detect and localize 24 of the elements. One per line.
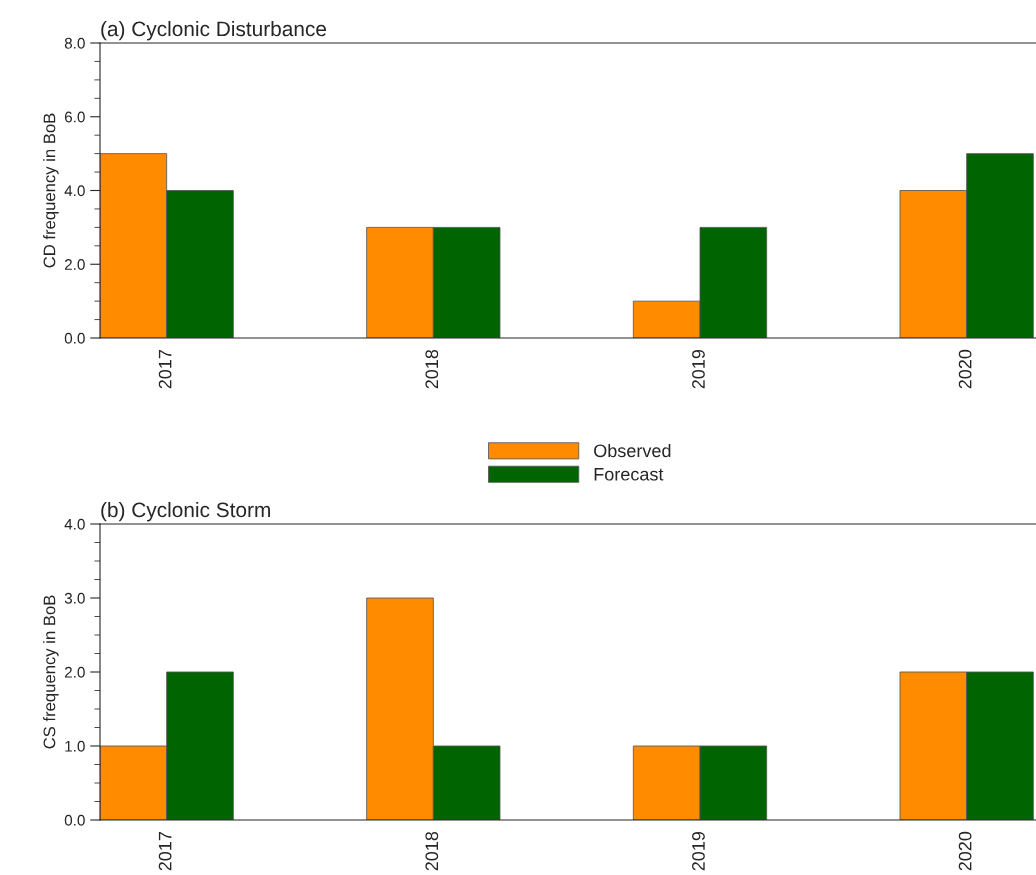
y-tick-label: 0.0 xyxy=(64,814,85,826)
chart-title: (a) Cyclonic Disturbance xyxy=(101,20,326,41)
x-tick-label: 2020 xyxy=(958,831,972,871)
x-tick-label: 2019 xyxy=(692,349,705,389)
x-tick-label: 2017 xyxy=(158,832,172,871)
legend-label: Forecast xyxy=(594,468,664,481)
x-tick-label: 2020 xyxy=(958,349,972,389)
legend-label: Observed xyxy=(594,443,671,458)
y-tick-label: 4.0 xyxy=(64,185,85,197)
x-tick-label: 2019 xyxy=(692,831,705,871)
y-tick-label: 8.0 xyxy=(64,37,85,49)
y-axis-title: CS frequency in BoB xyxy=(43,595,59,749)
y-tick-label: 2.0 xyxy=(64,259,85,270)
y-tick-label: 1.0 xyxy=(65,740,85,752)
y-tick-label: 0.0 xyxy=(64,332,85,344)
x-tick-label: 2018 xyxy=(425,349,439,389)
y-tick-label: 3.0 xyxy=(64,592,85,604)
y-axis-title: CD frequency in BoB xyxy=(43,113,59,268)
y-tick-label: 2.0 xyxy=(64,666,85,678)
x-tick-label: 2018 xyxy=(425,831,439,871)
y-tick-label: 4.0 xyxy=(64,518,85,530)
x-tick-label: 2017 xyxy=(158,350,172,389)
chart-title: (b) Cyclonic Storm xyxy=(101,501,270,522)
y-tick-label: 6.0 xyxy=(64,111,85,123)
